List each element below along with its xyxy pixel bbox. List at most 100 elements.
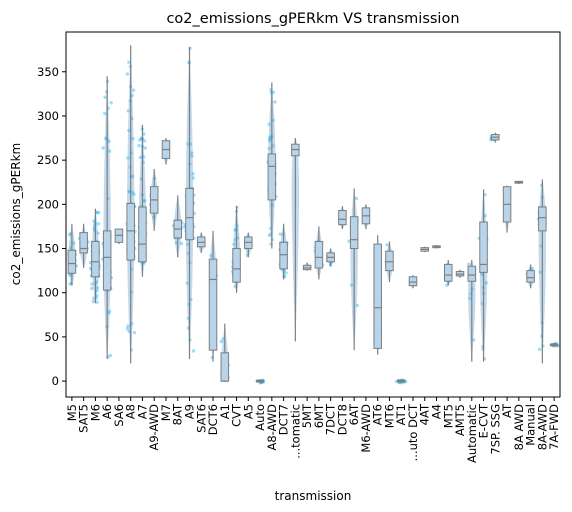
box — [220, 352, 230, 382]
x-tick-label: SA6 — [112, 404, 126, 427]
x-tick-label: A8-AWD — [265, 404, 279, 451]
box-group-2 — [88, 208, 102, 304]
data-point — [68, 282, 72, 286]
box — [373, 243, 382, 349]
box — [185, 187, 194, 241]
box-group-41 — [549, 341, 560, 348]
box-group-29 — [408, 275, 418, 289]
data-point — [72, 241, 76, 245]
box — [479, 221, 488, 273]
x-tick-label: 7A-FWD — [547, 404, 561, 450]
x-tick-label: Automatic — [465, 404, 479, 463]
data-point — [126, 324, 130, 328]
data-point — [91, 299, 95, 304]
chart-title: co2_emissions_gPERkm VS transmission — [166, 11, 459, 27]
x-axis-label: transmission — [275, 489, 352, 503]
data-point — [67, 233, 72, 237]
data-point — [126, 109, 130, 113]
data-point — [108, 353, 113, 358]
x-tick-label: 8A-AWD — [535, 404, 549, 450]
box-group-31 — [432, 244, 441, 249]
data-point — [107, 139, 111, 143]
box-group-26 — [373, 235, 383, 355]
x-tick-label: 8A AWD — [512, 404, 526, 450]
data-point — [179, 241, 184, 246]
data-point — [90, 282, 94, 286]
box-group-34 — [467, 260, 477, 362]
box-group-37 — [502, 185, 512, 233]
data-point — [142, 139, 147, 143]
y-tick-label: 350 — [37, 65, 59, 79]
data-point — [267, 146, 271, 151]
x-tick-label: A1 — [218, 404, 232, 419]
data-point — [104, 136, 108, 140]
y-axis-label: co2_emissions_gPERkm — [9, 143, 23, 285]
data-point — [191, 172, 195, 176]
data-point — [96, 231, 100, 235]
data-point — [101, 146, 105, 150]
box-group-38 — [514, 180, 524, 185]
box-group-25 — [361, 204, 371, 230]
box-group-4 — [114, 228, 124, 245]
box-group-23 — [338, 206, 347, 230]
data-point — [190, 151, 194, 155]
box-group-7 — [149, 168, 159, 231]
data-point — [68, 273, 72, 277]
data-point — [271, 118, 275, 123]
x-tick-label: 6AT — [347, 403, 361, 425]
data-point — [209, 253, 213, 258]
x-tick-label: DCT7 — [277, 404, 291, 435]
box-group-39 — [525, 264, 535, 289]
x-tick-label: A4 — [430, 404, 444, 419]
box — [208, 258, 218, 351]
x-tick-label: DCT6 — [206, 404, 220, 435]
box-group-5 — [125, 45, 137, 364]
data-point — [537, 347, 542, 351]
box-group-1 — [77, 223, 90, 268]
data-point — [483, 193, 487, 197]
data-point — [483, 214, 487, 218]
data-point — [90, 286, 94, 291]
data-point — [132, 192, 136, 196]
box-group-33 — [455, 269, 465, 278]
data-point — [131, 137, 135, 141]
data-point — [125, 327, 130, 331]
data-point — [284, 271, 288, 275]
data-point — [233, 228, 237, 232]
data-point — [125, 72, 130, 76]
box — [408, 276, 418, 287]
data-point — [355, 303, 359, 308]
box-group-30 — [420, 246, 430, 253]
data-point — [538, 270, 542, 274]
x-tick-label: Auto — [253, 404, 267, 431]
x-tick-label: AT1 — [394, 404, 408, 425]
box-group-20 — [302, 262, 312, 271]
y-tick-label: 250 — [37, 153, 59, 167]
plot-area — [67, 45, 560, 385]
x-tick-label: AMT5 — [453, 404, 467, 436]
box-group-6 — [137, 124, 148, 277]
data-point — [97, 210, 101, 215]
x-tick-label: 7SP. SSG — [488, 404, 502, 455]
box-group-24 — [347, 188, 359, 351]
y-tick-label: 150 — [37, 242, 59, 256]
box — [138, 206, 147, 263]
data-point — [267, 233, 272, 238]
data-point — [221, 337, 225, 341]
box-group-16 — [255, 378, 266, 385]
box-group-19 — [291, 138, 300, 342]
x-tick-label: A8 — [124, 404, 138, 419]
data-point — [268, 137, 272, 141]
data-point — [530, 266, 535, 271]
x-tick-label: M6 — [88, 404, 102, 421]
data-point — [95, 286, 100, 290]
data-point — [143, 146, 148, 150]
data-point — [354, 196, 359, 201]
box-group-15 — [244, 232, 253, 258]
x-tick-label: A9 — [183, 404, 197, 419]
x-tick-label: SAT5 — [77, 404, 91, 433]
data-point — [127, 60, 131, 64]
box — [67, 249, 77, 274]
data-point — [95, 300, 99, 304]
